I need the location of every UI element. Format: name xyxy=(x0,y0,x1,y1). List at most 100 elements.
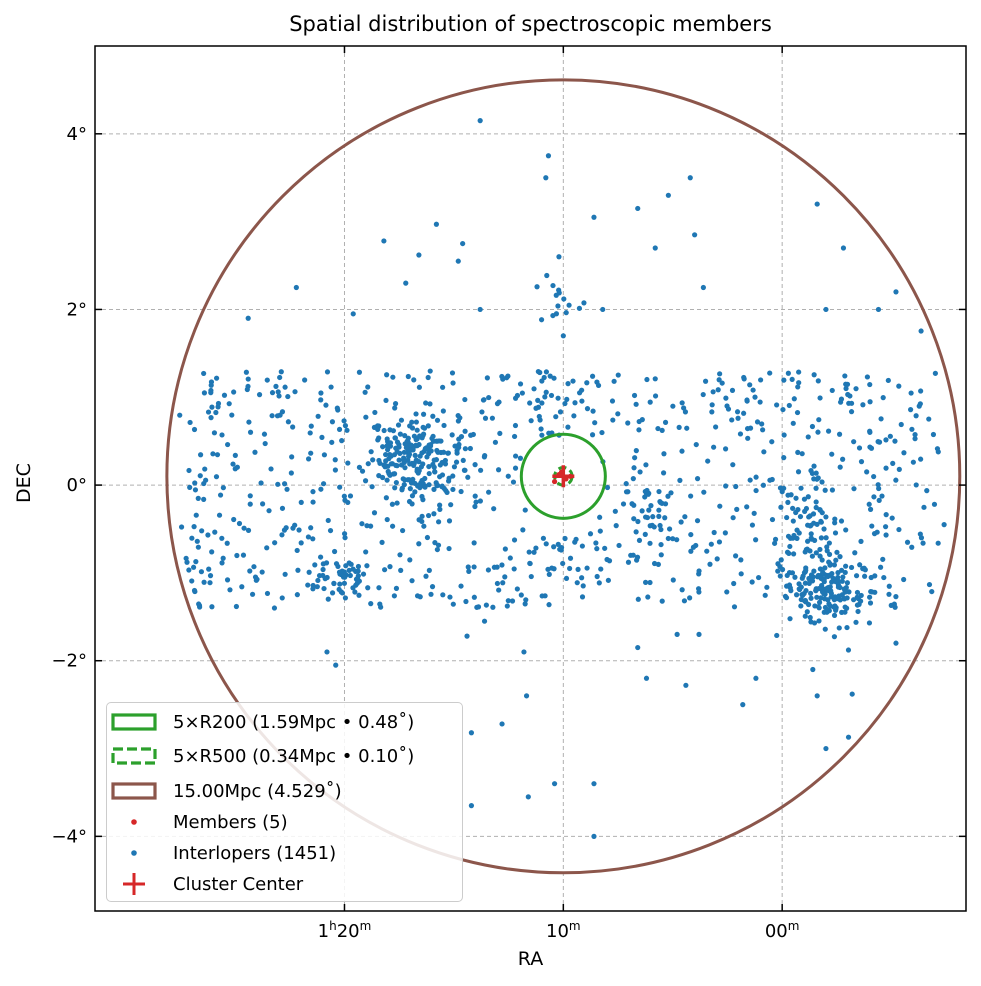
interloper-point xyxy=(419,493,425,500)
interloper-point xyxy=(817,553,823,559)
interloper-point xyxy=(935,540,941,546)
interloper-point xyxy=(416,541,422,547)
interloper-point xyxy=(818,595,824,601)
y-tick-label-2: 0° xyxy=(67,475,87,496)
interloper-point xyxy=(658,541,664,548)
interloper-point xyxy=(567,555,574,561)
interloper-point xyxy=(853,573,860,579)
interloper-point xyxy=(871,473,877,480)
interloper-point xyxy=(820,569,826,576)
interloper-point xyxy=(589,373,596,379)
interloper-point xyxy=(436,438,442,444)
interloper-point xyxy=(798,584,804,590)
interloper-point xyxy=(392,435,398,441)
interloper-point xyxy=(563,575,570,582)
interloper-point xyxy=(799,451,805,457)
interloper-point xyxy=(208,390,214,396)
interloper-point xyxy=(844,624,850,631)
interloper-point xyxy=(207,580,213,586)
interloper-point xyxy=(539,593,545,599)
interloper-point xyxy=(639,417,645,423)
interloper-point xyxy=(543,541,549,547)
interloper-point xyxy=(823,514,829,520)
interloper-point xyxy=(872,589,878,595)
interloper-point xyxy=(584,565,590,571)
interloper-point xyxy=(896,526,902,533)
interloper-point xyxy=(880,556,886,562)
interloper-point xyxy=(866,620,873,626)
interloper-point xyxy=(195,495,201,501)
interloper-point xyxy=(573,536,579,542)
interloper-point xyxy=(747,425,754,431)
interloper-point xyxy=(595,382,602,389)
interloper-point xyxy=(551,544,557,550)
interloper-point xyxy=(368,601,374,607)
interloper-point xyxy=(785,370,791,376)
interloper-point xyxy=(829,571,835,577)
interloper-point xyxy=(687,595,693,601)
interloper-point xyxy=(416,459,422,465)
interloper-point xyxy=(772,536,779,542)
interloper-point xyxy=(468,730,475,736)
interloper-point xyxy=(334,405,340,411)
interloper-point xyxy=(416,482,423,488)
interloper-point xyxy=(893,289,899,295)
interloper-point xyxy=(941,522,947,528)
interloper-point xyxy=(403,280,409,286)
interloper-point xyxy=(410,476,416,483)
interloper-point xyxy=(306,569,312,575)
interloper-point xyxy=(457,415,463,421)
interloper-point xyxy=(778,504,784,510)
interloper-point xyxy=(557,409,564,415)
interloper-point xyxy=(598,566,604,572)
interloper-point xyxy=(230,461,236,467)
interloper-point xyxy=(342,595,349,601)
interloper-point xyxy=(917,531,923,537)
interloper-point xyxy=(321,585,327,592)
interloper-point xyxy=(545,153,552,159)
interloper-point xyxy=(738,557,744,563)
interloper-point xyxy=(390,374,396,380)
interloper-point xyxy=(574,580,580,586)
interloper-point xyxy=(811,620,818,626)
interloper-point xyxy=(432,540,438,546)
interloper-point xyxy=(535,368,541,375)
legend-item-members: Members (5) xyxy=(107,807,288,837)
interloper-point xyxy=(814,693,820,699)
interloper-point xyxy=(912,436,918,442)
interloper-point xyxy=(481,397,487,403)
x-axis-label: RA xyxy=(517,948,544,970)
interloper-point xyxy=(213,409,219,416)
interloper-point xyxy=(355,563,362,570)
interloper-point xyxy=(279,505,286,511)
interloper-point xyxy=(381,427,387,434)
interloper-point xyxy=(527,400,533,406)
interloper-point xyxy=(420,411,427,417)
interloper-point xyxy=(579,594,586,600)
interloper-point xyxy=(812,603,818,609)
interloper-point xyxy=(591,833,597,839)
interloper-point xyxy=(551,375,557,381)
interloper-point xyxy=(314,584,320,590)
interloper-point xyxy=(305,582,311,588)
interloper-point xyxy=(802,598,808,604)
interloper-point xyxy=(379,474,386,481)
interloper-point xyxy=(781,432,787,438)
interloper-point xyxy=(201,370,207,377)
interloper-point xyxy=(815,429,821,435)
interloper-point xyxy=(704,548,710,554)
interloper-point xyxy=(630,476,636,482)
interloper-point xyxy=(785,492,791,498)
interloper-point xyxy=(849,691,855,697)
interloper-point xyxy=(369,484,375,490)
interloper-point xyxy=(382,567,388,573)
interloper-point xyxy=(430,433,436,439)
interloper-point xyxy=(245,376,251,382)
interloper-point xyxy=(281,481,288,487)
interloper-point xyxy=(829,387,835,394)
interloper-point xyxy=(525,794,531,800)
interloper-point xyxy=(201,496,207,502)
interloper-point xyxy=(275,481,281,487)
interloper-point xyxy=(522,601,528,607)
interloper-point xyxy=(556,290,562,296)
